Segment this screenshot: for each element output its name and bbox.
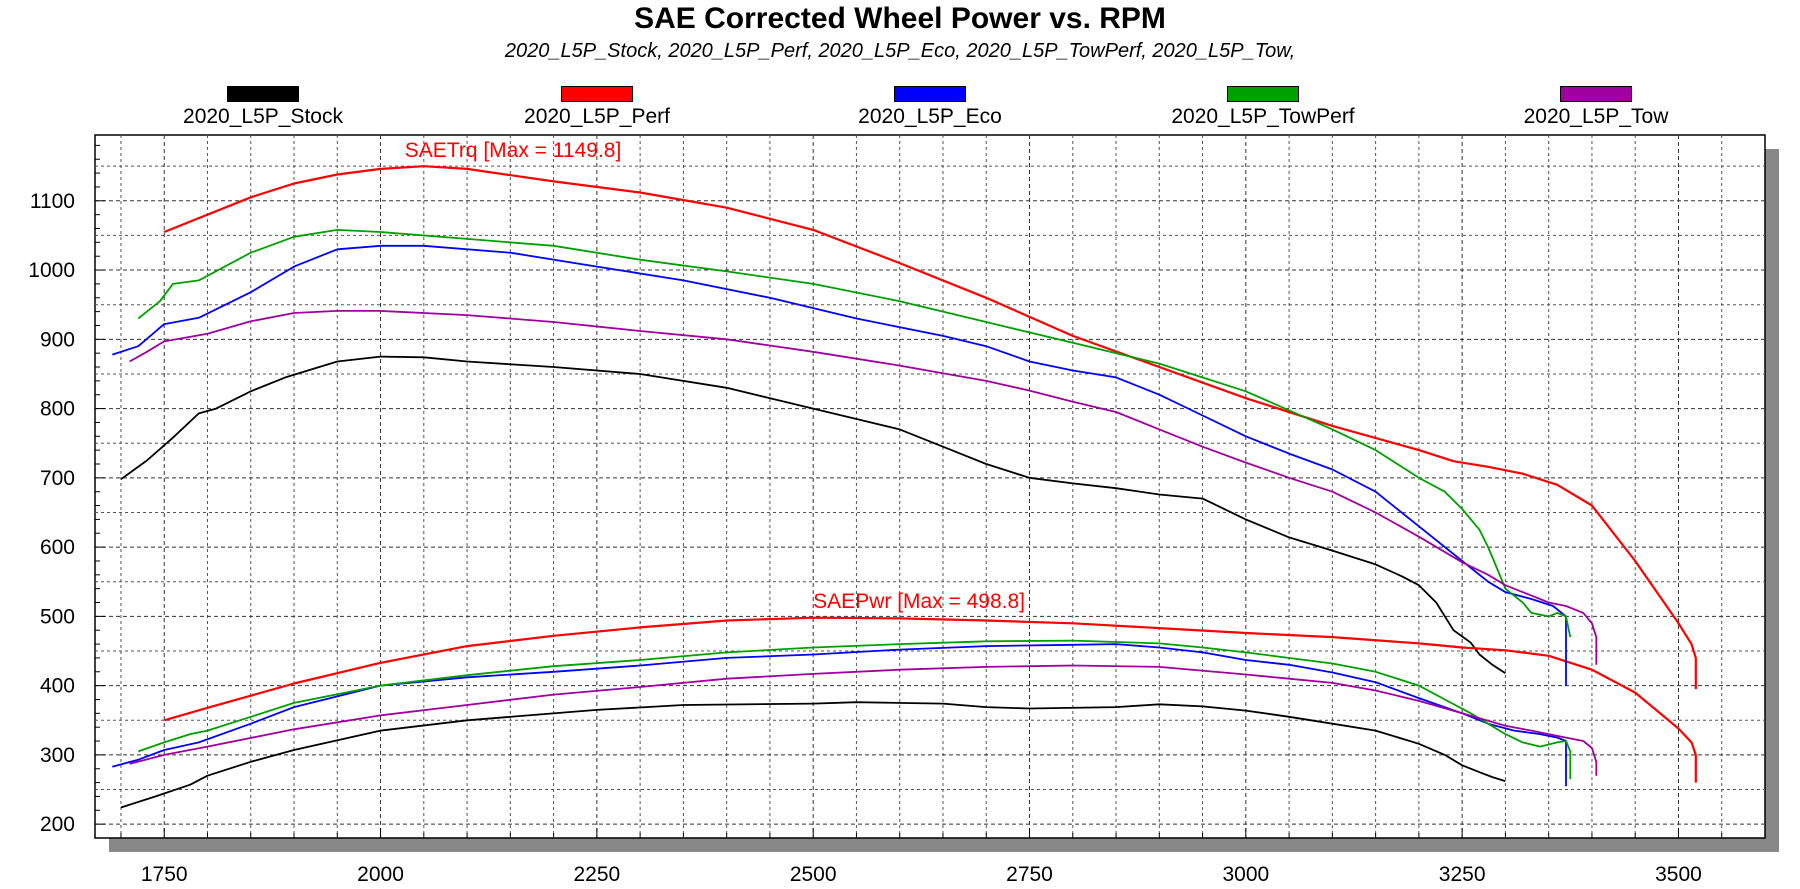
x-tick-label: 1750: [141, 863, 188, 886]
legend-label-tow: 2020_L5P_Tow: [1523, 105, 1669, 128]
legend-label-towperf: 2020_L5P_TowPerf: [1171, 105, 1355, 128]
y-tick-label: 700: [40, 467, 75, 490]
y-tick-label: 900: [40, 328, 75, 351]
y-tick-label: 1100: [30, 190, 75, 213]
legend-swatch-stock: [227, 86, 299, 102]
series-line-2020_L5P_Perf-power: [163, 616, 1697, 783]
series-line-2020_L5P_Eco-power: [112, 643, 1567, 787]
legend-item-eco: 2020_L5P_Eco: [800, 86, 1060, 129]
legend-label-stock: 2020_L5P_Stock: [183, 105, 343, 128]
chart-title: SAE Corrected Wheel Power vs. RPM: [634, 2, 1166, 35]
x-tick-label: 2250: [574, 863, 621, 886]
y-tick-label: 600: [40, 536, 75, 559]
legend-label-perf: 2020_L5P_Perf: [524, 105, 670, 128]
annotation-0: SAETrq [Max = 1149.8]: [405, 139, 622, 162]
y-tick-label: 500: [40, 605, 75, 628]
plot-frame: [94, 134, 1766, 839]
annotation-1: SAEPwr [Max = 498.8]: [813, 590, 1025, 613]
y-tick-label: 400: [40, 675, 75, 698]
x-tick-label: 3500: [1655, 863, 1702, 886]
legend-item-towperf: 2020_L5P_TowPerf: [1133, 86, 1393, 129]
series-line-2020_L5P_TowPerf-torque: [137, 228, 1572, 638]
legend-swatch-tow: [1560, 86, 1632, 102]
series-line-2020_L5P_Stock-power: [120, 701, 1506, 809]
x-tick-label: 2500: [790, 863, 837, 886]
series-line-2020_L5P_Tow-torque: [129, 309, 1598, 665]
legend-item-tow: 2020_L5P_Tow: [1466, 86, 1726, 129]
legend-label-eco: 2020_L5P_Eco: [858, 105, 1002, 128]
y-tick-label: 300: [40, 744, 75, 767]
legend-swatch-perf: [561, 86, 633, 102]
legend-swatch-towperf: [1227, 86, 1299, 102]
x-tick-label: 3000: [1222, 863, 1269, 886]
y-tick-label: 1000: [28, 259, 75, 282]
series-line-2020_L5P_Perf-torque: [163, 165, 1697, 690]
series-line-2020_L5P_Stock-torque: [120, 355, 1506, 674]
x-tick-label: 2750: [1006, 863, 1053, 886]
legend-swatch-eco: [894, 86, 966, 102]
chart-subtitle: 2020_L5P_Stock, 2020_L5P_Perf, 2020_L5P_…: [504, 40, 1296, 62]
y-tick-label: 800: [40, 398, 75, 421]
legend-item-stock: 2020_L5P_Stock: [133, 86, 393, 129]
y-tick-label: 200: [40, 813, 75, 836]
legend-item-perf: 2020_L5P_Perf: [467, 86, 727, 129]
series-line-2020_L5P_Eco-torque: [112, 244, 1567, 686]
x-tick-label: 3250: [1439, 863, 1486, 886]
series-line-2020_L5P_Tow-power: [129, 664, 1598, 776]
x-tick-label: 2000: [357, 863, 404, 886]
series-line-2020_L5P_TowPerf-power: [138, 639, 1572, 780]
